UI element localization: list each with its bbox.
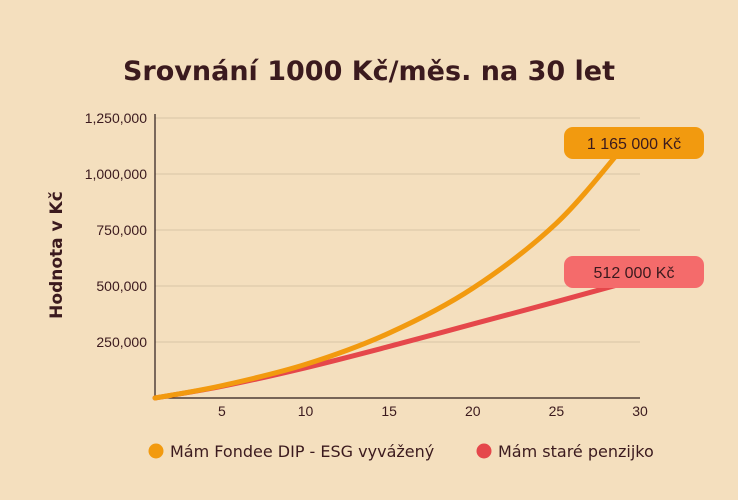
callout-box [564,127,704,159]
series-line-1 [152,144,626,401]
y-tick-label: 1,000,000 [85,166,147,182]
callout-label: 1 165 000 Kč [587,136,681,153]
x-tick-label: 25 [549,403,565,419]
legend-marker [476,443,492,459]
axes: 250,000 500,000 750,000 1,000,000 1,250,000 5… [85,110,648,419]
chart-title: Srovnání 1000 Kč/měs. na 30 let [123,56,615,87]
x-tick-label: 15 [381,403,397,419]
y-axis-label: Hodnota v Kč [47,191,67,319]
legend-label: Mám Fondee DIP - ESG vyvážený [170,442,434,461]
callout-2: 512 000 Kč [564,256,704,288]
callout-box [564,256,704,288]
legend-item-1: Mám Fondee DIP - ESG vyvážený [148,442,434,461]
y-tick-label: 250,000 [96,334,147,350]
y-tick-label: 750,000 [96,222,147,238]
callout-1: 1 165 000 Kč [564,127,704,159]
callout-label: 512 000 Kč [594,265,675,282]
legend-label: Mám staré penzijko [498,442,654,461]
callouts: 1 165 000 Kč 512 000 Kč [564,127,704,288]
x-tick-label: 5 [218,403,226,419]
series-line-2 [152,280,626,401]
gridlines [155,117,640,343]
legend: Mám Fondee DIP - ESG vyvážený Mám staré p… [148,442,654,461]
x-tick-label: 30 [632,403,648,419]
series-layer [152,144,626,401]
x-tick-label: 10 [298,403,314,419]
legend-item-2: Mám staré penzijko [476,442,654,461]
legend-marker [148,443,164,459]
x-tick-label: 20 [465,403,481,419]
y-tick-label: 1,250,000 [85,110,147,126]
y-tick-label: 500,000 [96,278,147,294]
